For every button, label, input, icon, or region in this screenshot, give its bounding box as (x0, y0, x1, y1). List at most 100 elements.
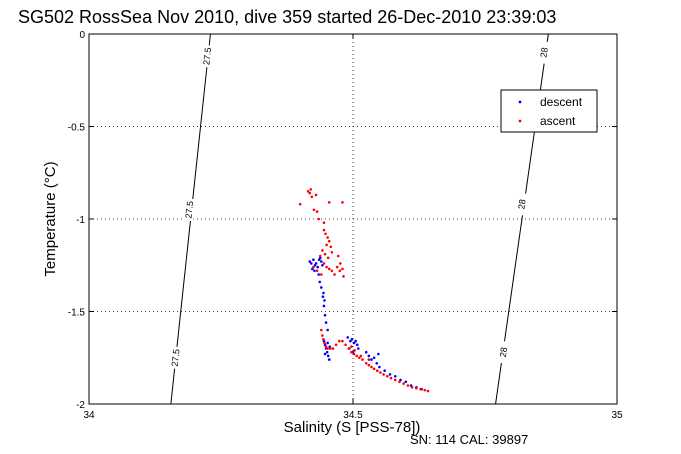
ascent-point (328, 347, 332, 350)
plot-area: 27.5 27.5 27.5 28 28 28 34 34.5 35 0 -0.5 -1 -1.5 -2 (68, 30, 623, 421)
ascent-point (338, 269, 342, 273)
ascent-point (358, 356, 361, 360)
descent-point (327, 358, 331, 361)
ascent-point (322, 221, 326, 224)
ascent-point (306, 189, 310, 193)
descent-point (356, 347, 360, 350)
ascent-point (322, 228, 326, 232)
descent-point (377, 352, 380, 356)
contour-label-bg (496, 340, 510, 364)
ascent-point (327, 267, 331, 271)
x-tick-label: 35 (611, 410, 623, 421)
ascent-point (314, 193, 318, 197)
ascent-point (342, 275, 345, 278)
ascent-point (324, 232, 327, 236)
ascent-point (312, 265, 315, 269)
descent-point (323, 313, 327, 317)
descent-point (318, 280, 322, 284)
descent-point (320, 286, 323, 289)
ascent-point (334, 343, 338, 347)
y-tick-label: -0.5 (68, 123, 86, 134)
ascent-point (339, 262, 342, 265)
ascent-point (337, 339, 341, 343)
ascent-point (320, 328, 323, 332)
descent-point (404, 380, 408, 384)
descent-point (323, 352, 327, 356)
descent-point (350, 337, 354, 341)
ascent-point (382, 373, 385, 376)
ascent-point (359, 354, 363, 358)
descent-point (308, 260, 312, 263)
ascent-point (361, 358, 364, 361)
ascent-point (315, 210, 319, 213)
descent-point (325, 350, 329, 354)
contour-label-bg (169, 346, 182, 370)
ascent-point (317, 217, 320, 221)
contour-label-bg (515, 192, 529, 216)
contour-label: 27.5 (183, 201, 195, 219)
descent-point (312, 258, 315, 262)
ascent-point (402, 382, 405, 385)
ascent-point (341, 339, 344, 343)
legend-marker-ascent (518, 119, 522, 123)
ascent-point (426, 389, 430, 393)
ascent-point (321, 249, 324, 252)
ascent-point (321, 334, 324, 337)
descent-point (346, 336, 350, 339)
descent-point (388, 373, 392, 376)
ascent-point (419, 387, 422, 391)
contour-label: 28 (538, 47, 549, 58)
ascent-point (325, 243, 328, 247)
ascent-point (341, 201, 344, 204)
descent-point (326, 328, 329, 332)
ascent-point (322, 337, 325, 341)
legend-box (500, 89, 598, 133)
descent-point (393, 374, 397, 378)
ascent-point (367, 363, 371, 367)
y-tick-label: -2 (76, 400, 85, 411)
ascent-point (331, 347, 335, 350)
ascent-point (335, 265, 339, 269)
descent-point (364, 350, 368, 354)
descent-point (323, 299, 326, 302)
descent-point (370, 358, 373, 361)
ascent-point (341, 267, 344, 271)
data-points (298, 188, 430, 393)
ascent-point (353, 349, 356, 352)
ascent-point (423, 388, 427, 392)
descent-point (372, 356, 376, 360)
ascent-point (324, 345, 328, 348)
chart-title: SG502 RossSea Nov 2010, dive 359 started… (18, 7, 556, 27)
y-tick-label: 0 (79, 30, 85, 41)
descent-point (321, 295, 325, 299)
ascent-point (333, 273, 336, 276)
descent-point (318, 256, 322, 260)
ascent-point (372, 367, 376, 371)
x-axis-label: Salinity (S [PSS-78]) (284, 419, 421, 436)
descent-point (321, 263, 324, 267)
descent-point (316, 265, 319, 269)
ascent-point (326, 236, 329, 239)
ascent-point (355, 354, 358, 358)
ascent-point (379, 371, 382, 374)
ascent-point (370, 365, 373, 369)
x-tick-label: 34 (83, 410, 95, 421)
contour-label: 27.5 (201, 47, 213, 65)
x-tick-label: 34.5 (343, 410, 363, 421)
ascent-point (309, 188, 313, 191)
ascent-point (386, 374, 389, 378)
descent-point (320, 260, 323, 263)
descent-point (367, 354, 371, 358)
ascent-point (310, 195, 314, 199)
contour-label: 28 (498, 347, 509, 358)
ascent-point (325, 265, 328, 269)
descent-point (313, 269, 316, 273)
ascent-point (410, 386, 414, 389)
y-tick-label: -1 (76, 215, 85, 226)
descent-point (314, 262, 318, 265)
contour-label-bg (183, 198, 196, 222)
ascent-point (330, 269, 334, 273)
ascent-point (336, 254, 340, 258)
ascent-point (350, 350, 353, 354)
